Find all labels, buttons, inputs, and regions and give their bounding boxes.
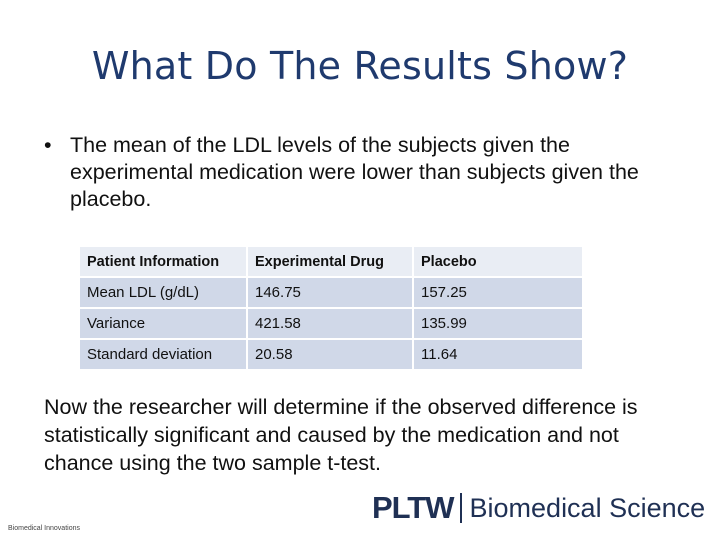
table-cell: 146.75 [246,276,414,309]
bullet-point: • The mean of the LDL levels of the subj… [44,132,684,213]
table-cell: 20.58 [246,338,414,371]
slide-title: What Do The Results Show? [91,44,629,88]
table-cell: 135.99 [412,307,584,340]
table-header-cell: Placebo [412,245,584,278]
course-name: Biomedical Innovations [8,525,80,532]
table-cell: Variance [78,307,248,340]
table-cell: Mean LDL (g/dL) [78,276,248,309]
table-cell: 421.58 [246,307,414,340]
table-header-cell: Experimental Drug [246,245,414,278]
conclusion-text: Now the researcher will determine if the… [44,395,638,475]
table-cell: 11.64 [412,338,584,371]
table-row: Mean LDL (g/dL) 146.75 157.25 [78,276,584,309]
table-cell: 157.25 [412,276,584,309]
logo-mark: PLTW [372,490,455,525]
table-header-cell: Patient Information [78,245,248,278]
table-row: Standard deviation 20.58 11.64 [78,338,584,371]
table-cell: Standard deviation [78,338,248,371]
pltw-logo: PLTW Biomedical Science [372,488,705,528]
logo-text: Biomedical Science [469,492,706,523]
bullet-symbol: • [44,133,52,157]
table-header-row: Patient Information Experimental Drug Pl… [78,245,584,278]
bullet-text: The mean of the LDL levels of the subjec… [70,133,639,211]
results-table: Patient Information Experimental Drug Pl… [78,245,584,371]
table-row: Variance 421.58 135.99 [78,307,584,340]
logo-divider [459,493,462,523]
